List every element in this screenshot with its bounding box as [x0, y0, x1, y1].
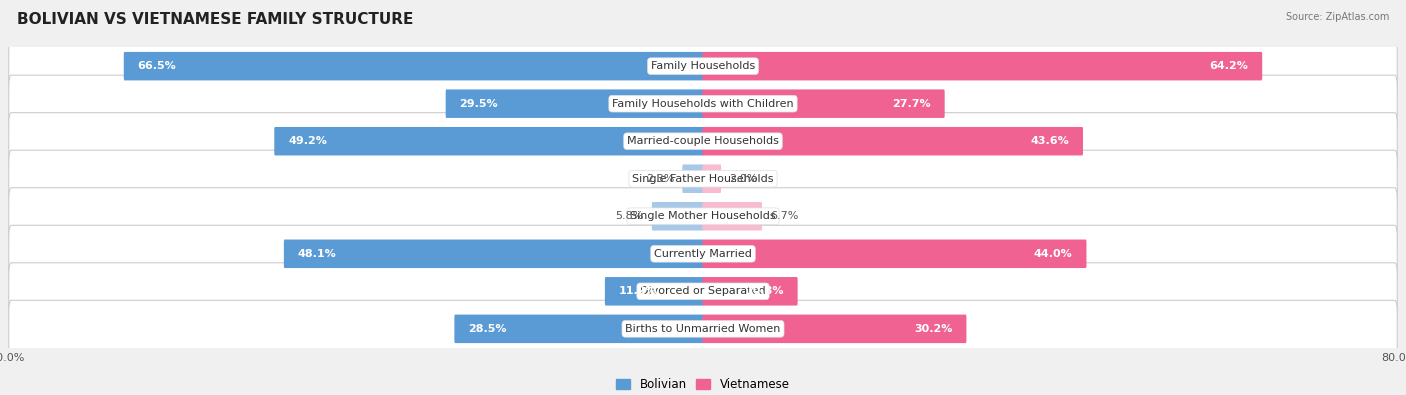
FancyBboxPatch shape [8, 150, 1398, 207]
Text: Currently Married: Currently Married [654, 249, 752, 259]
Text: Divorced or Separated: Divorced or Separated [640, 286, 766, 296]
Text: Family Households with Children: Family Households with Children [612, 99, 794, 109]
Text: 48.1%: 48.1% [298, 249, 336, 259]
Legend: Bolivian, Vietnamese: Bolivian, Vietnamese [612, 373, 794, 395]
Text: 2.3%: 2.3% [645, 174, 675, 184]
FancyBboxPatch shape [8, 188, 1398, 245]
Text: Family Households: Family Households [651, 61, 755, 71]
FancyBboxPatch shape [446, 89, 703, 118]
FancyBboxPatch shape [8, 113, 1398, 170]
Text: 5.8%: 5.8% [616, 211, 644, 221]
FancyBboxPatch shape [454, 314, 703, 343]
FancyBboxPatch shape [652, 202, 703, 231]
FancyBboxPatch shape [682, 164, 703, 193]
FancyBboxPatch shape [284, 239, 703, 268]
Text: 29.5%: 29.5% [460, 99, 498, 109]
FancyBboxPatch shape [274, 127, 703, 156]
Text: 64.2%: 64.2% [1209, 61, 1249, 71]
FancyBboxPatch shape [8, 300, 1398, 357]
FancyBboxPatch shape [605, 277, 703, 306]
Text: 2.0%: 2.0% [730, 174, 758, 184]
FancyBboxPatch shape [703, 164, 721, 193]
Text: Births to Unmarried Women: Births to Unmarried Women [626, 324, 780, 334]
FancyBboxPatch shape [703, 239, 1087, 268]
Text: 30.2%: 30.2% [914, 324, 953, 334]
Text: 27.7%: 27.7% [893, 99, 931, 109]
Text: Source: ZipAtlas.com: Source: ZipAtlas.com [1285, 12, 1389, 22]
Text: 49.2%: 49.2% [288, 136, 328, 146]
FancyBboxPatch shape [703, 52, 1263, 81]
FancyBboxPatch shape [8, 75, 1398, 132]
Text: 66.5%: 66.5% [138, 61, 176, 71]
FancyBboxPatch shape [8, 38, 1398, 95]
Text: BOLIVIAN VS VIETNAMESE FAMILY STRUCTURE: BOLIVIAN VS VIETNAMESE FAMILY STRUCTURE [17, 12, 413, 27]
Text: Single Mother Households: Single Mother Households [630, 211, 776, 221]
FancyBboxPatch shape [703, 89, 945, 118]
FancyBboxPatch shape [8, 263, 1398, 320]
FancyBboxPatch shape [703, 202, 762, 231]
Text: Single Father Households: Single Father Households [633, 174, 773, 184]
Text: 11.2%: 11.2% [619, 286, 657, 296]
FancyBboxPatch shape [703, 314, 966, 343]
Text: 28.5%: 28.5% [468, 324, 506, 334]
Text: Married-couple Households: Married-couple Households [627, 136, 779, 146]
FancyBboxPatch shape [8, 225, 1398, 282]
Text: 43.6%: 43.6% [1031, 136, 1069, 146]
FancyBboxPatch shape [124, 52, 703, 81]
Text: 6.7%: 6.7% [770, 211, 799, 221]
FancyBboxPatch shape [703, 277, 797, 306]
Text: 10.8%: 10.8% [745, 286, 785, 296]
FancyBboxPatch shape [703, 127, 1083, 156]
Text: 44.0%: 44.0% [1033, 249, 1073, 259]
